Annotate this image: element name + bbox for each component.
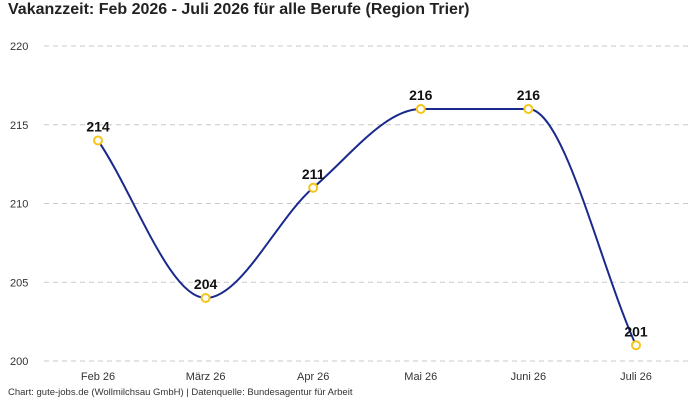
data-label: 214 [86,119,110,135]
data-label: 216 [409,87,433,103]
data-point [308,182,319,193]
y-axis-ticks: 200 205 210 215 220 [10,41,28,368]
y-tick-label: 205 [10,277,28,289]
x-tick-label: Feb 26 [81,371,115,383]
data-label: 211 [302,166,325,182]
x-tick-label: Mai 26 [404,371,437,383]
data-point [631,340,641,351]
x-tick-label: Apr 26 [297,371,329,383]
chart-footer: Chart: gute-jobs.de (Wollmilchsau GmbH) … [8,387,353,398]
y-tick-label: 220 [10,41,28,53]
data-points [93,104,641,351]
x-tick-label: Juni 26 [511,371,546,383]
data-point [523,104,534,114]
data-point [415,104,426,114]
series-line [97,107,637,346]
data-point [93,135,103,146]
x-tick-label: Juli 26 [620,371,652,383]
y-tick-label: 215 [10,120,28,132]
y-tick-label: 210 [10,199,28,211]
y-tick-label: 200 [10,356,28,368]
data-label: 216 [517,87,541,103]
x-axis-ticks: Feb 26 März 26 Apr 26 Mai 26 Juni 26 Juli 26 [81,371,652,383]
data-point [200,293,211,303]
data-label: 201 [624,323,648,339]
chart-title: Vakanzzeit: Feb 2026 - Juli 2026 für all… [8,1,470,18]
x-tick-label: März 26 [186,371,226,383]
data-labels: 214 204 211 216 216 201 [86,87,648,339]
grid-lines [44,45,692,362]
series-line-path [97,107,637,346]
data-label: 204 [194,276,218,292]
